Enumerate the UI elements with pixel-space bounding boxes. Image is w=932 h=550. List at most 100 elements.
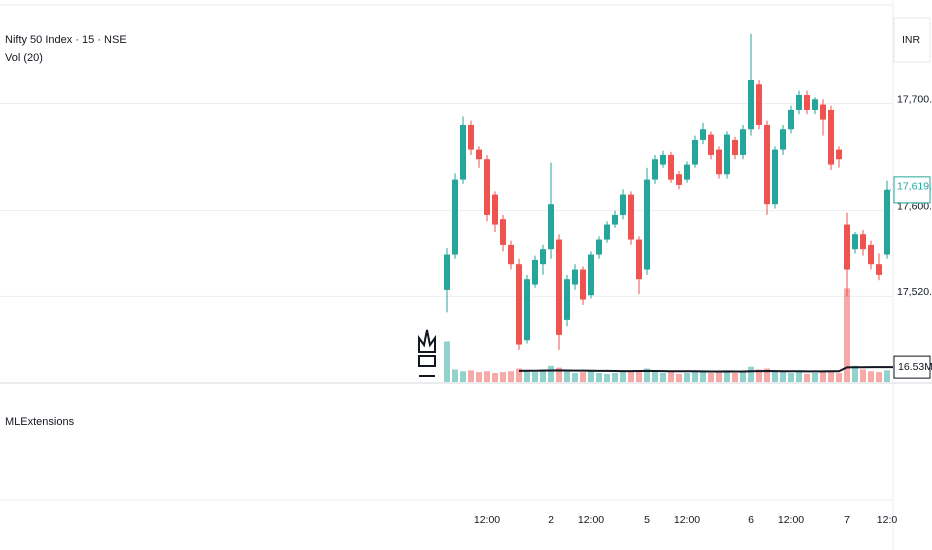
volume-ma-line — [518, 366, 888, 373]
volume-bar — [692, 372, 698, 382]
logo — [418, 329, 436, 377]
volume-bar — [468, 370, 474, 382]
x-tick-label: 12:00 — [674, 514, 700, 526]
candle-body — [692, 139, 698, 165]
volume-bar — [596, 373, 602, 382]
volume-bar — [756, 369, 762, 382]
candle-body — [564, 279, 570, 320]
candle-body — [876, 264, 882, 275]
x-tick-label: 12:00 — [578, 514, 604, 526]
volume-bar — [676, 373, 682, 382]
candle-body — [796, 94, 802, 110]
volume-bar — [788, 373, 794, 382]
volume-bar — [844, 288, 850, 382]
candle-body — [460, 124, 466, 180]
volume-bar — [772, 371, 778, 382]
volume-bar — [724, 371, 730, 382]
volume-bar — [668, 372, 674, 382]
candle-body — [828, 109, 834, 165]
candle-body — [476, 149, 482, 160]
volume-bar — [716, 372, 722, 382]
candle-body — [844, 224, 850, 270]
candle-layer — [444, 33, 890, 350]
volume-bar — [868, 371, 874, 382]
candle-body — [572, 269, 578, 285]
volume-bar — [700, 371, 706, 382]
currency[interactable]: INR — [902, 34, 921, 46]
candle-body — [628, 194, 634, 240]
volume-bar — [516, 368, 522, 382]
volume-bar — [500, 372, 506, 382]
candle-body — [812, 99, 818, 110]
candle-body — [884, 189, 890, 255]
candle-body — [860, 234, 866, 250]
volume-bar — [580, 372, 586, 382]
candle-body — [580, 269, 586, 300]
volume-bar — [556, 367, 562, 382]
volume-bar — [876, 372, 882, 382]
volume-bar — [564, 371, 570, 382]
volume-bar — [612, 373, 618, 382]
lower-pane-title: MLExtensions — [5, 416, 75, 428]
candle-body — [748, 79, 754, 130]
candle-body — [612, 214, 618, 225]
candle-body — [620, 194, 626, 215]
logo-crown — [418, 329, 436, 353]
candle-body — [500, 219, 506, 245]
volume-bar — [572, 373, 578, 382]
candle-body — [492, 194, 498, 225]
volume-bar — [828, 371, 834, 382]
y-tick-label: 17,600.00 — [897, 200, 932, 212]
volume-bar — [548, 365, 554, 382]
candle-body — [596, 239, 602, 255]
volume-bar — [852, 365, 858, 382]
candle-body — [548, 204, 554, 250]
candle-body — [740, 129, 746, 155]
volume-bar — [452, 369, 458, 382]
candle-body — [524, 279, 530, 341]
volume-bar — [740, 372, 746, 382]
volume-bar — [508, 371, 514, 382]
volume-bar — [444, 341, 450, 382]
volume-bar — [636, 370, 642, 382]
candle-body — [684, 164, 690, 180]
volume-bar — [748, 366, 754, 382]
candle-body — [652, 159, 658, 180]
candle-body — [836, 149, 842, 160]
volume-bar — [628, 371, 634, 382]
candle-body — [604, 224, 610, 240]
volume-bar — [484, 371, 490, 382]
candle-body — [868, 244, 874, 265]
volume-bar — [708, 373, 714, 382]
last-price-label: 17,619.40 — [897, 181, 932, 193]
candle-body — [852, 234, 858, 250]
volume-bar — [524, 370, 530, 382]
volume-bar — [764, 368, 770, 382]
candle-body — [804, 94, 810, 110]
volume-bar — [836, 373, 842, 382]
candle-body — [700, 129, 706, 140]
candle-body — [820, 104, 826, 120]
x-tick-label: 7 — [844, 514, 850, 526]
volume-bar — [492, 373, 498, 382]
currency-box[interactable] — [893, 17, 931, 63]
candle-body — [756, 84, 762, 125]
volume-bar — [804, 373, 810, 382]
candle-body — [716, 149, 722, 175]
volume-bar — [644, 368, 650, 382]
volume-bar — [532, 372, 538, 382]
volume-bar — [884, 370, 890, 382]
volume-bar — [684, 373, 690, 382]
volume-bar — [780, 372, 786, 382]
x-tick-label: 2 — [548, 514, 554, 526]
candle-body — [780, 129, 786, 150]
volume-bar — [476, 372, 482, 382]
candle-body — [788, 109, 794, 130]
volume-bar — [812, 373, 818, 382]
volume-bar — [820, 372, 826, 382]
axis-labels: 17,520.00 17,600.00 17,700.00 12:00 2 12:00 5 1… — [474, 93, 932, 525]
candle-body — [772, 149, 778, 205]
volume-bar — [604, 373, 610, 382]
